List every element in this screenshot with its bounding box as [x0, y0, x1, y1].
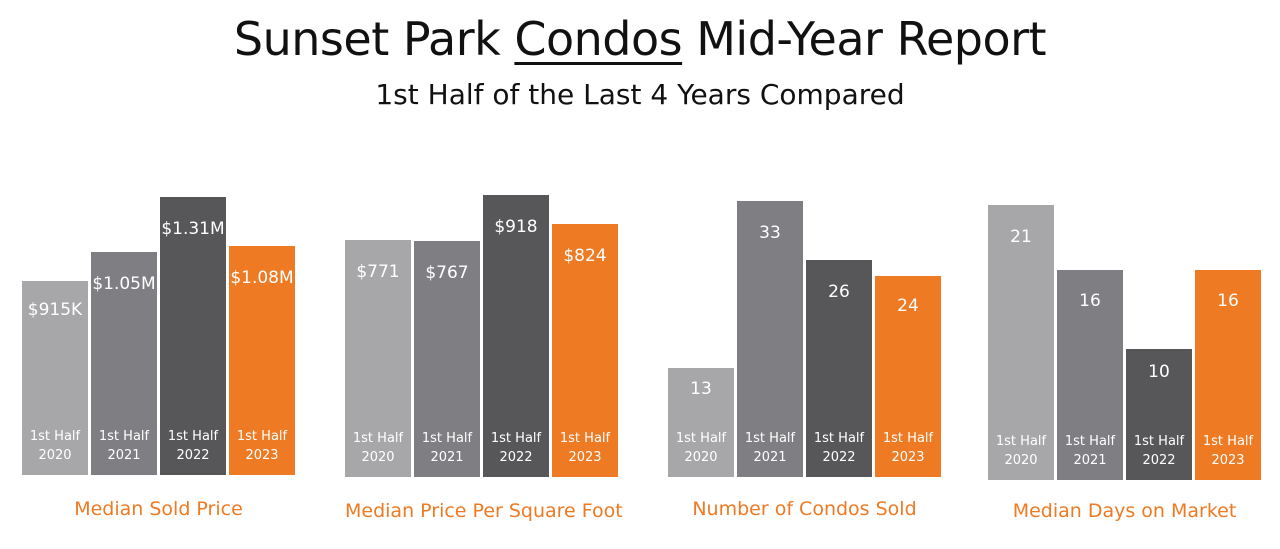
- bar-value-label: $915K: [27, 300, 83, 321]
- bar: 24 1st Half 2023: [875, 276, 941, 477]
- category-line: 2023: [245, 448, 279, 463]
- bar-value-label: 24: [897, 296, 919, 317]
- bar-category-label: 1st Half 2022: [806, 429, 872, 467]
- bar: $1.31M 1st Half 2022: [160, 197, 226, 475]
- category-line: 1st Half: [995, 434, 1047, 449]
- bar: 26 1st Half 2022: [806, 260, 872, 477]
- category-line: 1st Half: [882, 431, 934, 446]
- bar: 10 1st Half 2022: [1126, 349, 1192, 480]
- bar-category-label: 1st Half 2021: [91, 427, 157, 465]
- bar-category-label: 1st Half 2021: [1057, 432, 1123, 470]
- bar-category-label: 1st Half 2022: [160, 427, 226, 465]
- bar-value-label: $767: [425, 263, 469, 283]
- bar-category-label: 1st Half 2023: [552, 429, 618, 467]
- category-line: 2023: [891, 450, 925, 465]
- category-line: 1st Half: [490, 431, 542, 446]
- bar-value-label: $918: [494, 217, 538, 237]
- category-line: 2020: [38, 448, 72, 463]
- bar-category-label: 1st Half 2020: [988, 432, 1054, 470]
- bar-category-label: 1st Half 2020: [345, 429, 411, 467]
- category-line: 2021: [430, 450, 464, 465]
- bar-value-label: 33: [759, 223, 781, 243]
- bar-value-label: 21: [1010, 227, 1032, 247]
- bar: $771 1st Half 2020: [345, 240, 411, 477]
- category-line: 1st Half: [421, 431, 473, 446]
- bar-chart-1: $915K 1st Half 2020 $1.05M 1st Half 2021 $1.31…: [22, 0, 295, 549]
- bar: 16 1st Half 2021: [1057, 270, 1123, 480]
- bar-value-label: $1.08M: [230, 268, 294, 288]
- bar-value-label: 16: [1217, 291, 1239, 311]
- bar-chart-4: 21 1st Half 2020 16 1st Half 2021 10 1st Half 20…: [988, 0, 1261, 549]
- bar-value-label: 13: [690, 378, 712, 399]
- category-line: 1st Half: [813, 431, 865, 446]
- category-line: 2020: [361, 450, 395, 465]
- category-line: 2021: [1073, 453, 1107, 468]
- bar-category-label: 1st Half 2023: [229, 427, 295, 465]
- page-title: Sunset Park Condos Mid-Year Report: [0, 12, 1280, 66]
- title-part: Sunset Park: [233, 12, 515, 66]
- category-line: 1st Half: [236, 429, 288, 444]
- category-line: 2021: [107, 448, 141, 463]
- bar-category-label: 1st Half 2021: [737, 429, 803, 467]
- category-line: 2022: [1142, 453, 1176, 468]
- category-line: 1st Half: [744, 431, 796, 446]
- bar: $1.08M 1st Half 2023: [229, 246, 295, 475]
- bar-value-label: 26: [828, 281, 850, 302]
- bar-value-label: 10: [1148, 362, 1170, 383]
- bar-category-label: 1st Half 2022: [483, 429, 549, 467]
- bar-category-label: 1st Half 2020: [22, 427, 88, 465]
- category-line: 1st Half: [1064, 434, 1116, 449]
- bar-category-label: 1st Half 2023: [875, 429, 941, 467]
- chart-title: Median Days on Market: [1012, 500, 1237, 522]
- category-line: 1st Half: [559, 431, 611, 446]
- bar-value-label: $1.31M: [161, 219, 225, 239]
- category-line: 2023: [568, 450, 602, 465]
- category-line: 1st Half: [675, 431, 727, 446]
- category-line: 2021: [753, 450, 787, 465]
- title-part: Mid-Year Report: [682, 12, 1047, 66]
- bar-value-label: 16: [1079, 291, 1101, 311]
- title-highlight: Condos: [514, 12, 683, 66]
- bar: 33 1st Half 2021: [737, 201, 803, 477]
- page-subtitle: 1st Half of the Last 4 Years Compared: [375, 78, 905, 111]
- bar: $918 1st Half 2022: [483, 195, 549, 477]
- category-line: 1st Half: [98, 429, 150, 444]
- chart-title: Median Sold Price: [74, 498, 243, 520]
- category-line: 1st Half: [1202, 434, 1254, 449]
- bar: $915K 1st Half 2020: [22, 281, 88, 475]
- bar-category-label: 1st Half 2020: [668, 429, 734, 467]
- category-line: 2020: [684, 450, 718, 465]
- bar: 21 1st Half 2020: [988, 205, 1054, 480]
- bar: 13 1st Half 2020: [668, 368, 734, 477]
- category-line: 1st Half: [167, 429, 219, 444]
- category-line: 1st Half: [1133, 434, 1185, 449]
- category-line: 2022: [499, 450, 533, 465]
- bar: 16 1st Half 2023: [1195, 270, 1261, 480]
- bar-value-label: $824: [563, 246, 607, 266]
- category-line: 2020: [1004, 453, 1038, 468]
- category-line: 1st Half: [352, 431, 404, 446]
- bar: $767 1st Half 2021: [414, 241, 480, 477]
- chart-title: Median Price Per Square Foot: [345, 500, 623, 522]
- bar-category-label: 1st Half 2022: [1126, 432, 1192, 470]
- bar-chart-2: $771 1st Half 2020 $767 1st Half 2021 $918 1st …: [345, 0, 623, 549]
- bar: $824 1st Half 2023: [552, 224, 618, 477]
- bar-category-label: 1st Half 2021: [414, 429, 480, 467]
- bar-value-label: $771: [356, 262, 400, 282]
- chart-title: Number of Condos Sold: [692, 498, 917, 520]
- bar: $1.05M 1st Half 2021: [91, 252, 157, 475]
- category-line: 2023: [1211, 453, 1245, 468]
- category-line: 2022: [822, 450, 856, 465]
- bar-chart-3: 13 1st Half 2020 33 1st Half 2021 26 1st Half 20…: [668, 0, 941, 549]
- bar-value-label: $1.05M: [92, 274, 156, 294]
- category-line: 2022: [176, 448, 210, 463]
- category-line: 1st Half: [29, 429, 81, 444]
- bar-category-label: 1st Half 2023: [1195, 432, 1261, 470]
